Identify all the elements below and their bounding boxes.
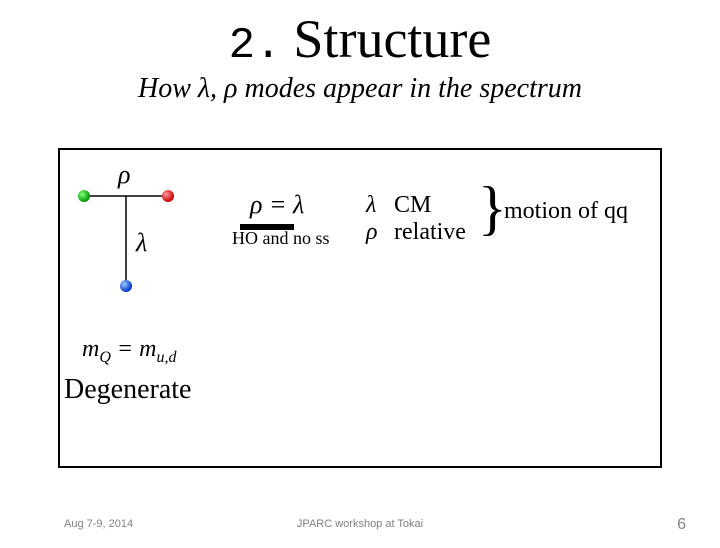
mQ-lhs: m bbox=[82, 336, 99, 362]
footer-venue: JPARC workshop at Tokai bbox=[0, 518, 720, 530]
lambda-mode-row: λ CM bbox=[366, 192, 466, 219]
brace-icon: } bbox=[478, 178, 507, 238]
lambda-desc: CM bbox=[394, 192, 431, 218]
rho-label: ρ bbox=[118, 160, 130, 190]
rho-mode-row: ρ relative bbox=[366, 219, 466, 246]
title-text: Structure bbox=[293, 8, 491, 70]
equation-condition: HO and no ss bbox=[232, 228, 330, 249]
quark-blue bbox=[120, 280, 132, 292]
mQ-lhs-sub: Q bbox=[99, 349, 111, 366]
slide-subtitle: How λ, ρ modes appear in the spectrum bbox=[0, 73, 720, 105]
quark-red bbox=[162, 190, 174, 202]
mass-equation: mQ = mu,d bbox=[82, 336, 176, 367]
mode-descriptions: λ CM ρ relative bbox=[366, 192, 466, 246]
rho-desc: relative bbox=[394, 219, 466, 245]
mQ-eq: = bbox=[111, 336, 139, 362]
mQ-rhs-sub: u,d bbox=[156, 349, 176, 366]
rho-symbol: ρ bbox=[366, 219, 388, 246]
diagram-lines bbox=[78, 190, 178, 290]
lambda-label: λ bbox=[136, 228, 147, 258]
mQ-rhs: m bbox=[139, 336, 156, 362]
quark-diagram: ρ λ bbox=[78, 190, 228, 310]
degenerate-label: Degenerate bbox=[64, 374, 191, 406]
quark-green bbox=[78, 190, 90, 202]
equation: ρ = λ bbox=[250, 190, 304, 220]
slide-title: 2. Structure bbox=[0, 8, 720, 71]
footer-pagenum: 6 bbox=[677, 516, 686, 534]
brace-text: motion of qq bbox=[504, 198, 628, 225]
lambda-symbol: λ bbox=[366, 192, 388, 219]
content-box: ρ λ ρ = λ HO and no ss λ CM ρ relative }… bbox=[58, 148, 662, 468]
title-number: 2. bbox=[229, 21, 282, 71]
